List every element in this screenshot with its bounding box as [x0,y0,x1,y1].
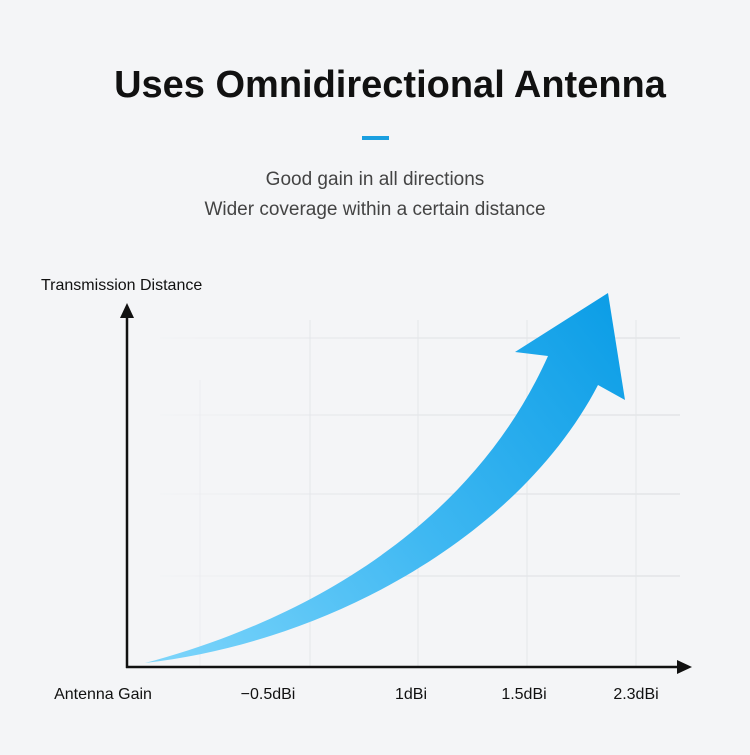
x-label: 2.3dBi [613,686,658,703]
x-label: −0.5dBi [241,686,296,703]
x-label: 1dBi [395,686,427,703]
x-axis-arrow [677,660,692,674]
title: Uses Omnidirectional Antenna [114,64,667,106]
subtitle-line: Wider coverage within a certain distance [204,199,545,220]
title-underline [362,136,389,140]
x-axis-label: Antenna Gain [54,686,152,703]
y-axis-arrow [120,303,134,318]
x-label: 1.5dBi [501,686,546,703]
growth-arrow [145,293,625,663]
y-axis-label: Transmission Distance [41,277,202,294]
subtitle-line: Good gain in all directions [266,169,485,190]
